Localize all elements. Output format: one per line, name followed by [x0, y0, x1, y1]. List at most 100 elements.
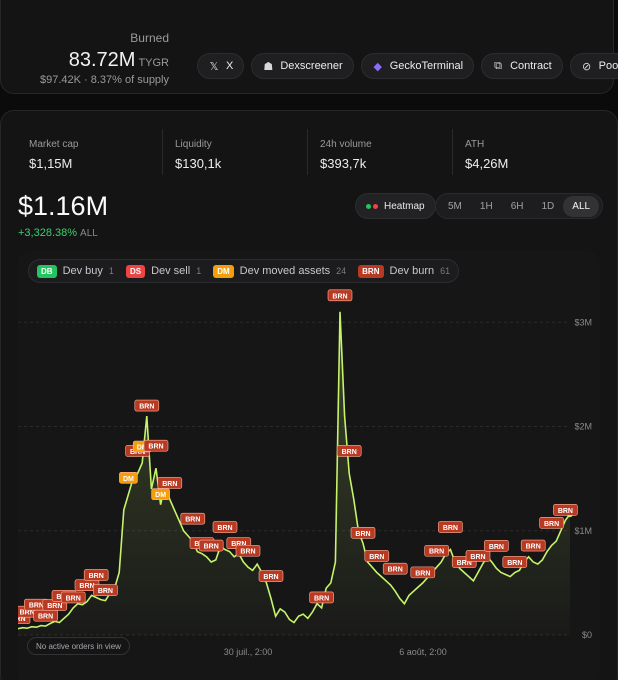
svg-text:BRN: BRN	[89, 573, 104, 580]
chart-marker-brn[interactable]: BRN	[364, 550, 390, 562]
range-6h[interactable]: 6H	[510, 200, 524, 212]
chart-marker-brn[interactable]: BRN	[83, 569, 109, 581]
svg-text:BRN: BRN	[185, 517, 200, 524]
time-range-selector: 5M 1H 6H 1D ALL	[435, 193, 604, 219]
chart-marker-brn[interactable]: BRN	[134, 399, 160, 412]
svg-text:BRN: BRN	[369, 554, 384, 561]
chart-marker-dm[interactable]: DM	[119, 471, 138, 484]
link-icon: ⊘	[582, 60, 592, 73]
chart-marker-brn[interactable]: BRN	[143, 439, 169, 452]
svg-text:DM: DM	[137, 445, 148, 452]
copy-icon: ⧉	[494, 59, 502, 72]
svg-text:BRN: BRN	[443, 525, 458, 532]
svg-text:BRN: BRN	[98, 588, 113, 595]
chart-marker-brn[interactable]: BRN	[410, 566, 436, 579]
chart-marker-brn[interactable]: BRN	[212, 521, 238, 533]
burned-subtext: $97.42K · 8.37% of supply	[39, 74, 169, 86]
svg-text:BRN: BRN	[79, 583, 94, 590]
svg-text:BRN: BRN	[544, 521, 559, 528]
svg-text:BRN: BRN	[314, 595, 329, 602]
range-1d[interactable]: 1D	[541, 200, 555, 212]
active-orders-note: No active orders in view	[27, 637, 130, 655]
svg-text:BRN: BRN	[415, 570, 430, 577]
svg-text:BRN: BRN	[20, 610, 35, 617]
y-tick-label: $2M	[574, 422, 592, 432]
svg-text:BRN: BRN	[148, 444, 163, 451]
chart-marker-brn[interactable]: BRN	[235, 544, 261, 557]
svg-text:BRN: BRN	[342, 449, 357, 456]
chart-marker-brn[interactable]: BRN	[198, 539, 224, 552]
svg-text:BRN: BRN	[388, 567, 403, 574]
svg-text:BRN: BRN	[139, 404, 154, 411]
chart-marker-dm[interactable]: DM	[151, 488, 170, 500]
svg-text:BRN: BRN	[240, 549, 255, 556]
chart-marker-brn[interactable]: BRN	[258, 570, 284, 582]
price-area	[18, 311, 570, 635]
geckoterminal-link-button[interactable]: ◆ GeckoTerminal	[360, 53, 475, 79]
chart-marker-brn[interactable]: BRN	[350, 526, 376, 539]
legend-dev-buy[interactable]: DB Dev buy 1	[37, 264, 114, 278]
svg-text:BRN: BRN	[231, 541, 246, 548]
pool-link-button[interactable]: ⊘Pool	[569, 53, 618, 79]
svg-text:DM: DM	[123, 476, 134, 483]
chart-marker-brn[interactable]: BRN	[309, 591, 334, 604]
chart-marker-brn[interactable]: BRN	[382, 562, 408, 575]
svg-text:BRN: BRN	[429, 549, 444, 556]
chart-marker-brn[interactable]: BRN	[424, 544, 449, 557]
svg-text:BRN: BRN	[204, 544, 219, 551]
svg-text:BRN: BRN	[558, 508, 573, 515]
svg-text:BRN: BRN	[489, 544, 504, 551]
chart-marker-brn[interactable]: BRN	[33, 609, 58, 622]
token-header-card: Burned 83.72M TYGR $97.42K · 8.37% of sup…	[0, 0, 618, 94]
chart-marker-brn[interactable]: BRN	[180, 512, 206, 525]
burned-summary: Burned 83.72M TYGR $97.42K · 8.37% of sup…	[40, 31, 169, 86]
svg-text:BRN: BRN	[162, 481, 177, 488]
stat-liquidity: Liquidity $130,1k	[162, 129, 307, 175]
svg-text:BRN: BRN	[470, 554, 485, 561]
stat-market-cap: Market cap $1,15M	[29, 139, 79, 171]
chart-marker-brn[interactable]: BRN	[60, 591, 86, 604]
heatmap-dots-icon	[366, 203, 378, 209]
range-5m[interactable]: 5M	[448, 200, 462, 212]
price-change: +3,328.38% ALL	[18, 227, 98, 239]
stat-24h-volume: 24h volume $393,7k	[307, 129, 452, 175]
svg-text:BRN: BRN	[217, 525, 232, 532]
chart-marker-brn[interactable]: BRN	[93, 584, 118, 596]
chart-marker-brn[interactable]: BRN	[327, 289, 353, 302]
chart-marker-brn[interactable]: BRN	[539, 517, 564, 529]
svg-text:DM: DM	[155, 492, 166, 499]
stat-ath: ATH $4,26M	[452, 129, 597, 175]
chart-marker-brn[interactable]: BRN	[553, 504, 578, 516]
dexscreener-link-button[interactable]: ☗ Dexscreener	[251, 53, 354, 79]
svg-text:BRN: BRN	[332, 293, 347, 300]
svg-text:BRN: BRN	[355, 531, 370, 538]
y-tick-label: $3M	[574, 317, 592, 327]
svg-text:BRN: BRN	[457, 560, 472, 567]
svg-text:BRN: BRN	[507, 560, 522, 567]
x-tick-label: 30 juil., 2:00	[224, 647, 273, 657]
legend-dev-moved-assets[interactable]: DM Dev moved assets 24	[213, 264, 346, 278]
chart-marker-brn[interactable]: BRN	[484, 539, 509, 552]
contract-copy-button[interactable]: ⧉ Contract	[481, 53, 563, 79]
svg-text:BRN: BRN	[29, 603, 44, 610]
burned-amount: 83.72M TYGR	[68, 49, 169, 71]
svg-text:BRN: BRN	[18, 616, 26, 623]
y-tick-label: $0	[582, 630, 592, 640]
legend-dev-sell[interactable]: DS Dev sell 1	[125, 264, 201, 278]
range-all[interactable]: ALL	[563, 195, 600, 217]
chart-marker-brn[interactable]: BRN	[157, 477, 183, 489]
chart-marker-brn[interactable]: BRN	[438, 521, 463, 533]
geckoterminal-icon: ◆	[373, 60, 382, 73]
chart-marker-brn[interactable]: BRN	[520, 539, 546, 552]
svg-text:BRN: BRN	[263, 574, 278, 581]
price-change-range: ALL	[80, 228, 98, 239]
price-chart[interactable]: DB Dev buy 1 DS Dev sell 1 DM Dev moved asset…	[18, 251, 600, 680]
chart-marker-brn[interactable]: BRN	[465, 550, 491, 562]
heatmap-toggle-button[interactable]: Heatmap	[355, 193, 436, 219]
chart-marker-brn[interactable]: BRN	[336, 445, 362, 457]
legend-dev-burn[interactable]: BRN Dev burn 61	[358, 264, 450, 278]
chart-marker-brn[interactable]: BRN	[502, 556, 528, 568]
range-1h[interactable]: 1H	[479, 200, 493, 212]
